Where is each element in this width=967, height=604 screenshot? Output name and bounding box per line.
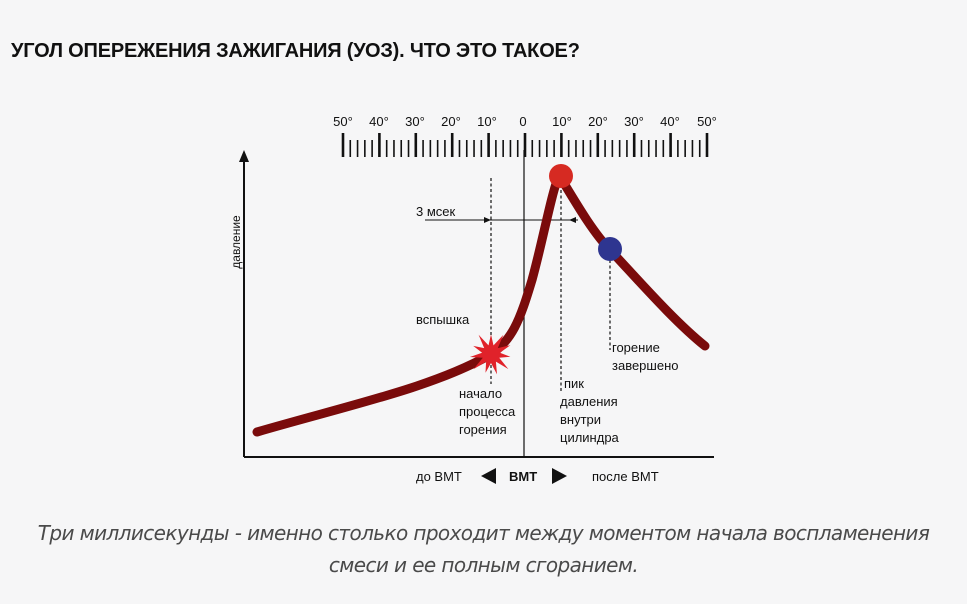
ignition-timing-diagram: 50° 40° 30° 20° 10° 0 10° 20° 30° 40° 50… (229, 114, 717, 484)
caption-line: Три миллисекунды - именно столько проход… (37, 521, 930, 545)
scale-label: 40° (660, 114, 680, 129)
pressure-peak-line: внутри (560, 412, 601, 427)
combustion-end-line: горение (612, 340, 660, 355)
pressure-curve (252, 170, 710, 437)
caption: Три миллисекунды - именно столько проход… (0, 517, 967, 581)
combustion-end-marker (598, 237, 622, 261)
y-axis-arrow (239, 150, 249, 162)
time-arrow-head-left (484, 217, 491, 223)
caption-line: смеси и ее полным сгоранием. (328, 553, 639, 577)
pressure-peak-marker (549, 164, 573, 188)
time-arrow-head-right (569, 217, 576, 223)
pressure-peak-line: давления (560, 394, 618, 409)
pressure-peak-line: цилиндра (560, 430, 620, 445)
scale-label: 30° (624, 114, 644, 129)
combustion-end-label: горение завершено (612, 340, 678, 373)
pressure-peak-label: пик давления внутри цилиндра (560, 376, 620, 445)
scale-label: 10° (552, 114, 572, 129)
scale-label: 20° (441, 114, 461, 129)
ignition-flash-icon (469, 334, 511, 375)
after-tdc-label: после ВМТ (592, 469, 659, 484)
scale-label: 0 (519, 114, 526, 129)
scale-label: 50° (333, 114, 353, 129)
combustion-end-line: завершено (612, 358, 678, 373)
right-arrow-icon (552, 468, 567, 484)
combustion-start-label: начало процесса горения (459, 386, 516, 437)
scale-label: 30° (405, 114, 425, 129)
before-tdc-label: до ВМТ (416, 469, 462, 484)
scale-label: 20° (588, 114, 608, 129)
y-axis-label: давление (229, 215, 243, 269)
scale-label: 10° (477, 114, 497, 129)
page-title: УГОЛ ОПЕРЕЖЕНИЯ ЗАЖИГАНИЯ (УОЗ). ЧТО ЭТО… (11, 40, 580, 62)
flash-label: вспышка (416, 312, 470, 327)
left-arrow-icon (481, 468, 496, 484)
tdc-label: ВМТ (509, 469, 537, 484)
scale-label: 50° (697, 114, 717, 129)
scale-label: 40° (369, 114, 389, 129)
degree-ruler (341, 133, 709, 157)
pressure-peak-line: пик (564, 376, 584, 391)
combustion-start-line: процесса (459, 404, 516, 419)
degree-scale-labels: 50° 40° 30° 20° 10° 0 10° 20° 30° 40° 50… (333, 114, 717, 129)
time-interval-label: 3 мсек (416, 204, 456, 219)
combustion-start-line: горения (459, 422, 507, 437)
combustion-start-line: начало (459, 386, 502, 401)
